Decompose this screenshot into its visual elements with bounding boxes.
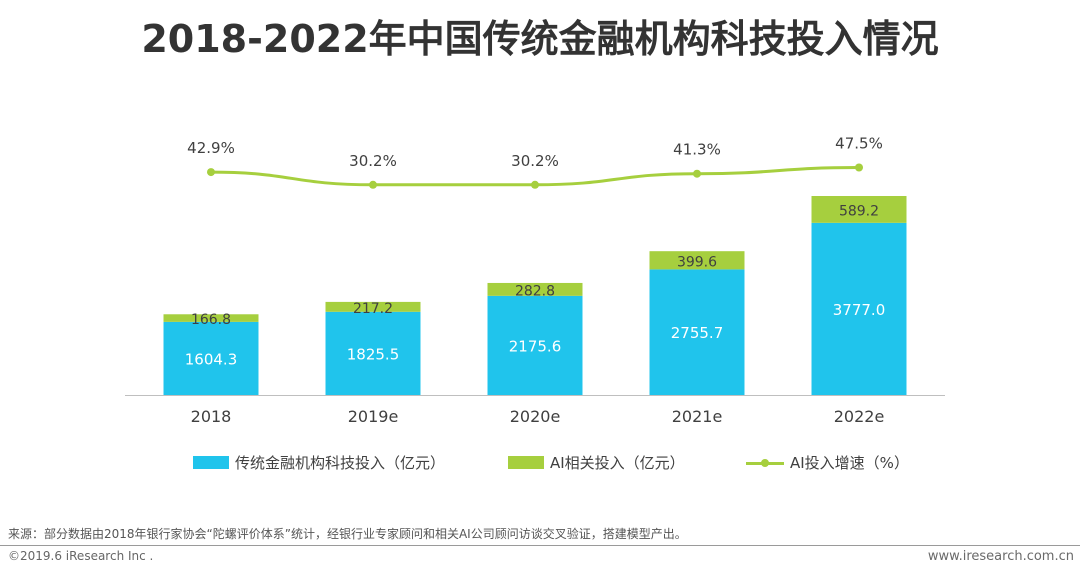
point-ai-growth-2020e xyxy=(531,180,539,189)
data-label-growth-2019e: 30.2% xyxy=(349,152,397,170)
copyright: ©2019.6 iResearch Inc . xyxy=(8,549,154,563)
legend: 传统金融机构科技投入（亿元） AI相关投入（亿元） AI投入增速（%） xyxy=(0,452,1080,478)
point-ai-growth-2018 xyxy=(207,168,215,177)
x-tick-label-2019e: 2019e xyxy=(348,407,399,426)
data-label-growth-2020e: 30.2% xyxy=(511,152,559,170)
bar-ai-investment-2022e xyxy=(811,196,907,223)
legend-label-ai-investment: AI相关投入（亿元） xyxy=(550,454,685,472)
chart-title: 2018-2022年中国传统金融机构科技投入情况 xyxy=(141,17,939,61)
source-note: 来源：部分数据由2018年银行家协会“陀螺评价体系”统计，经银行业专家顾问和相关… xyxy=(8,527,687,541)
data-label-tech-2022e: 3777.0 xyxy=(833,301,886,319)
legend-item-tech-investment: 传统金融机构科技投入（亿元） xyxy=(193,452,445,473)
data-label-ai-2020e: 282.8 xyxy=(515,283,555,299)
legend-item-ai-growth: AI投入增速（%） xyxy=(746,452,909,473)
x-tick-label-2020e: 2020e xyxy=(510,407,561,426)
point-ai-growth-2019e xyxy=(369,180,377,189)
bar-ai-investment-2020e xyxy=(487,282,583,296)
bar-tech-investment-2022e xyxy=(811,222,907,395)
data-label-ai-2022e: 589.2 xyxy=(839,203,879,219)
data-label-ai-2019e: 217.2 xyxy=(353,301,393,317)
bar-tech-investment-2021e xyxy=(649,269,745,395)
bar-ai-investment-2019e xyxy=(325,301,421,312)
data-label-ai-2018: 166.8 xyxy=(191,312,231,328)
legend-label-tech-investment: 传统金融机构科技投入（亿元） xyxy=(235,454,446,472)
x-tick-label-2018: 2018 xyxy=(191,407,232,426)
data-label-tech-2018: 1604.3 xyxy=(185,350,238,368)
legend-swatch-tech-investment xyxy=(193,456,229,469)
footer-divider xyxy=(0,545,1080,546)
bar-tech-investment-2020e xyxy=(487,295,583,395)
data-label-ai-2021e: 399.6 xyxy=(677,254,717,270)
data-label-growth-2022e: 47.5% xyxy=(835,135,883,153)
data-label-tech-2021e: 2755.7 xyxy=(671,324,724,342)
x-tick-label-2022e: 2022e xyxy=(834,407,885,426)
data-label-growth-2018: 42.9% xyxy=(187,139,235,157)
point-ai-growth-2022e xyxy=(855,163,863,172)
legend-label-ai-growth: AI投入增速（%） xyxy=(790,454,909,472)
legend-line-ai-growth xyxy=(746,456,784,469)
point-ai-growth-2021e xyxy=(693,169,701,178)
stacked-bar-line-chart: 1604.3 166.8 2018 1825.5 217.2 2019e 2175.6 282… xyxy=(125,135,945,426)
data-label-growth-2021e: 41.3% xyxy=(673,141,721,159)
x-tick-label-2021e: 2021e xyxy=(672,407,723,426)
data-label-tech-2020e: 2175.6 xyxy=(509,337,562,355)
bar-ai-investment-2021e xyxy=(649,251,745,270)
website-url: www.iresearch.com.cn xyxy=(927,549,1074,564)
legend-item-ai-investment: AI相关投入（亿元） xyxy=(508,452,685,473)
legend-swatch-ai-investment xyxy=(508,456,544,469)
bar-tech-investment-2019e xyxy=(325,311,421,395)
data-label-tech-2019e: 1825.5 xyxy=(347,345,400,363)
bar-tech-investment-2018 xyxy=(163,321,259,395)
bar-ai-investment-2018 xyxy=(163,314,259,322)
